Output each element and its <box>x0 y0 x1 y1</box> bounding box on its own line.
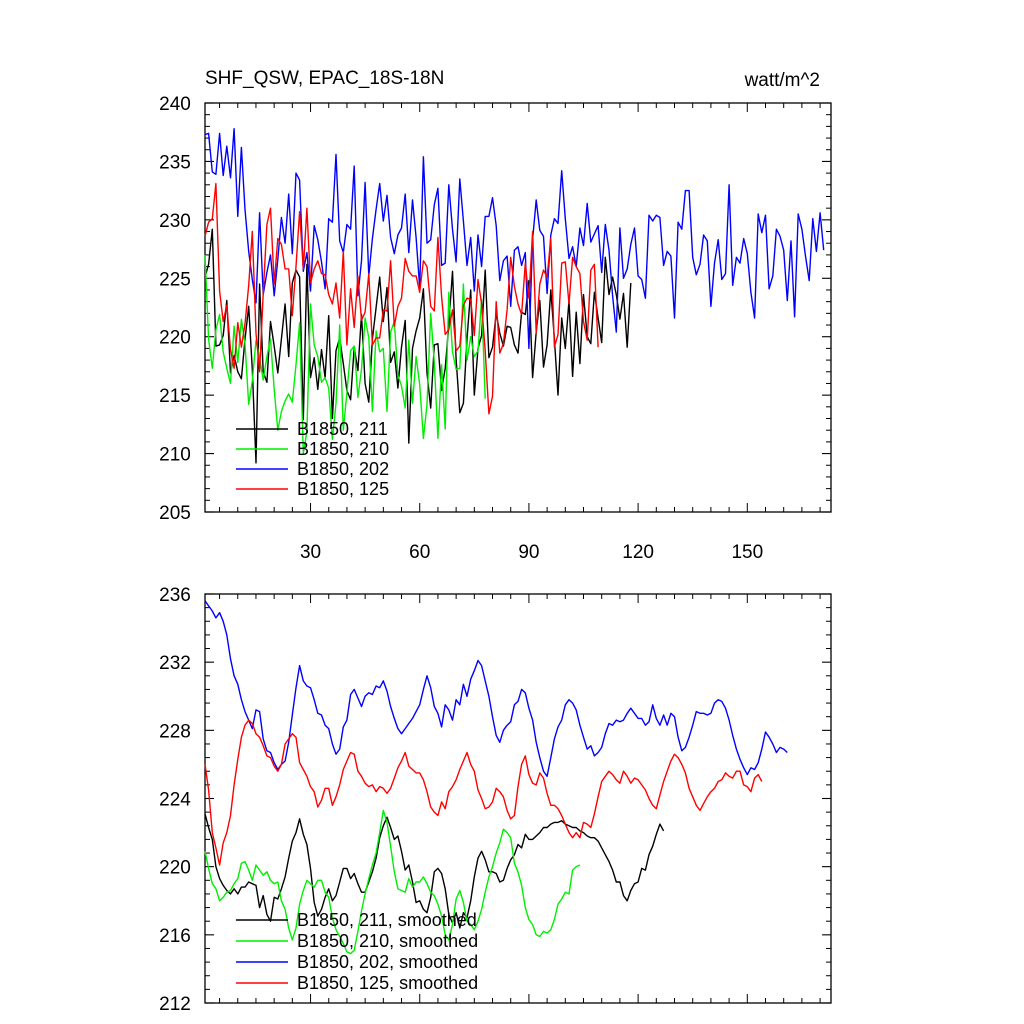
y-tick-label: 236 <box>159 585 191 606</box>
legend-label: B1850, 202 <box>297 459 389 479</box>
y-tick-label: 220 <box>159 858 191 879</box>
legend-label: B1850, 125, smoothed <box>297 973 478 993</box>
x-tick-label: 30 <box>300 542 321 563</box>
y-tick-label: 224 <box>159 790 191 811</box>
y-tick-label: 215 <box>159 386 191 407</box>
units-label: watt/m^2 <box>744 70 820 91</box>
series-line <box>204 719 763 866</box>
y-tick-label: 225 <box>159 269 191 290</box>
x-tick-label: 60 <box>409 542 430 563</box>
legend-label: B1850, 210 <box>297 439 389 459</box>
y-tick-label: 212 <box>159 994 191 1015</box>
y-tick-label: 230 <box>159 211 191 232</box>
chart-title: SHF_QSW, EPAC_18S-18N <box>205 68 444 89</box>
x-tick-label: 120 <box>622 542 654 563</box>
series-line <box>204 228 632 464</box>
series-line <box>204 813 665 929</box>
y-tick-label: 240 <box>159 94 191 115</box>
panel-bottom: 212 216 220 224 228 232 236 B1850, 211, smoothe… <box>159 585 832 1015</box>
series-line <box>204 182 599 415</box>
y-tick-label: 232 <box>159 653 191 674</box>
y-tick-label: 205 <box>159 503 191 524</box>
y-tick-label: 235 <box>159 152 191 173</box>
series-line <box>204 254 486 455</box>
legend-label: B1850, 211, smoothed <box>297 910 477 930</box>
legend-label: B1850, 211 <box>297 419 388 439</box>
y-tick-label: 228 <box>159 721 191 742</box>
x-tick-label: 90 <box>518 542 539 563</box>
plot-frame <box>204 102 832 513</box>
y-tick-label: 216 <box>159 926 191 947</box>
legend-label: B1850, 202, smoothed <box>297 952 478 972</box>
legend-label: B1850, 210, smoothed <box>297 931 478 951</box>
series-line <box>204 809 581 955</box>
y-tick-label: 220 <box>159 328 191 349</box>
y-tick-label: 210 <box>159 445 191 466</box>
legend-label: B1850, 125 <box>297 479 389 499</box>
x-tick-label: 150 <box>731 542 763 563</box>
series-line <box>204 127 825 350</box>
series-line <box>204 600 788 777</box>
panel-top: SHF_QSW, EPAC_18S-18N watt/m^2 205 210 215… <box>159 68 832 563</box>
